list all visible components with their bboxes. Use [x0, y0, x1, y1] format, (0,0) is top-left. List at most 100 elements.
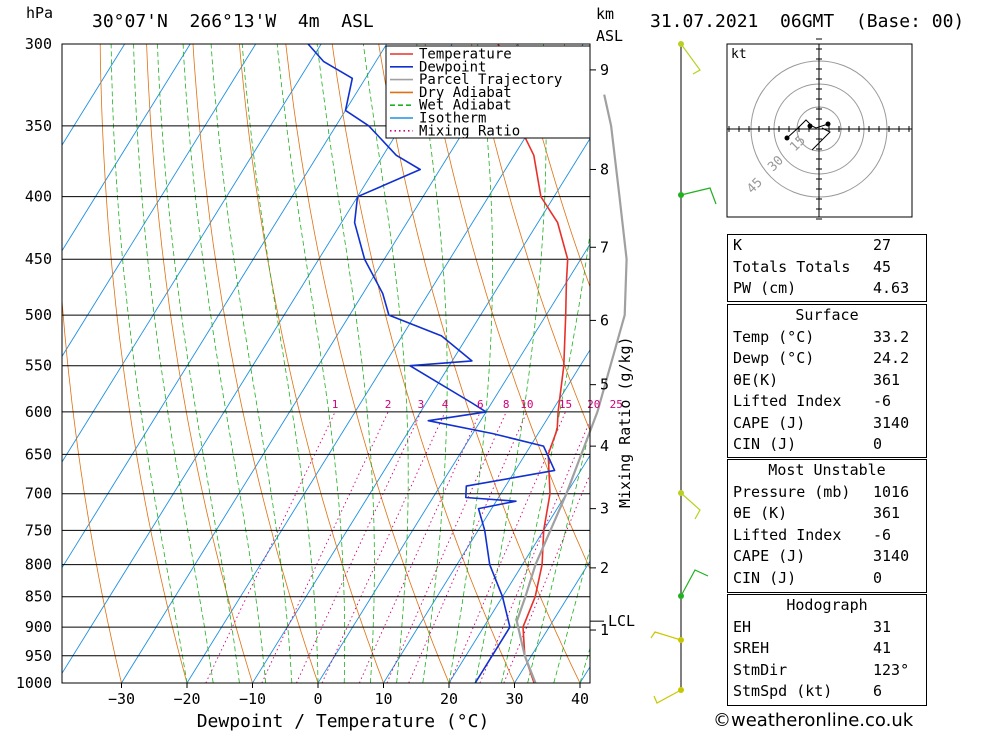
km-tick-label: 3: [600, 500, 609, 518]
km-tick-label: 4: [600, 437, 609, 455]
legend-label: Dewpoint: [419, 59, 486, 75]
legend-label: Wet Adiabat: [419, 98, 512, 114]
mixing-ratio-label: 20: [587, 398, 600, 411]
wind-barb: [680, 492, 701, 520]
x-tick-label: −10: [239, 690, 266, 708]
x-tick-label: −30: [108, 690, 135, 708]
hodo-label: StmSpd (kt): [733, 682, 833, 700]
wet-adiabat-line: [448, 44, 494, 683]
pressure-tick-label: 800: [25, 556, 52, 574]
index-label: PW (cm): [733, 279, 797, 297]
surface-label: CIN (J): [733, 435, 797, 453]
mu-label: Pressure (mb): [733, 482, 851, 501]
mixing-ratio-label: 25: [610, 398, 623, 411]
hodo-value: 41: [873, 639, 892, 657]
mixing-ratio-line: [386, 411, 507, 683]
mixing-ratio-line: [358, 411, 481, 683]
header-asl-label: ASL: [596, 27, 624, 45]
wet-adiabat-line: [316, 44, 375, 683]
pressure-tick-label: 850: [25, 588, 52, 606]
surface-value: 3140: [873, 413, 910, 432]
km-tick-label: 6: [600, 311, 609, 329]
mu-value: 1016: [873, 482, 910, 501]
surface-label: θE(K): [733, 370, 779, 389]
surface-value: 0: [873, 435, 883, 453]
x-tick-label: 10: [374, 690, 392, 708]
isotherm-line: [62, 44, 453, 675]
header-hpa-label: hPa: [26, 4, 54, 22]
hodograph-unit-label: kt: [731, 47, 747, 62]
pressure-tick-label: 900: [25, 618, 52, 636]
isotherm-line: [62, 44, 257, 358]
surface-label: Lifted Index: [733, 392, 842, 410]
index-value: 4.63: [873, 279, 910, 297]
surface-table: Surface Temp (°C) 33.2 Dewp (°C) 24.2 θE(K…: [727, 304, 927, 458]
wet-adiabat-line: [501, 231, 590, 683]
index-row: K 27: [728, 235, 926, 257]
parcel-trajectory-line: [515, 94, 628, 684]
pressure-tick-label: 300: [25, 35, 52, 53]
dry-adiabat-line: [192, 44, 319, 683]
mixing-ratio-label: 15: [559, 398, 572, 411]
pressure-tick-label: 650: [25, 445, 52, 463]
km-tick-label: 8: [600, 160, 609, 178]
mixing-ratio-label: 2: [385, 398, 392, 411]
dry-adiabat-line: [936, 44, 1000, 683]
index-value: 27: [873, 236, 892, 254]
hodo-label: EH: [733, 617, 752, 636]
pressure-tick-label: 400: [25, 188, 52, 206]
surface-value: -6: [873, 392, 892, 410]
mu-value: 0: [873, 568, 883, 587]
surface-label: Temp (°C): [733, 327, 815, 346]
wet-adiabat-line: [416, 44, 448, 683]
legend-label: Isotherm: [419, 111, 486, 127]
x-tick-label: 20: [440, 690, 458, 708]
surface-value: 24.2: [873, 349, 910, 367]
wet-adiabat-line: [553, 547, 590, 683]
hodograph-trace: [786, 119, 829, 139]
pressure-tick-label: 550: [25, 357, 52, 375]
footer-copyright[interactable]: ©weatheronline.co.uk: [713, 710, 914, 731]
wet-adiabat-line: [527, 427, 590, 683]
mixing-ratio-line: [321, 411, 446, 683]
x-tick-label: 0: [313, 690, 322, 708]
mixing-ratio-axis-title: Mixing Ratio (g/kg): [616, 336, 634, 508]
hodograph-point: [807, 123, 813, 129]
header-location: 30°07'N 266°13'W 4m ASL: [92, 11, 374, 32]
hodo-label: SREH: [733, 639, 770, 657]
pressure-tick-label: 1000: [16, 674, 52, 692]
wind-barb: [650, 631, 682, 641]
index-row: Totals Totals 45: [728, 257, 926, 279]
hodograph-storm-motion: [811, 127, 831, 151]
mixing-ratio-label: 1: [332, 398, 339, 411]
km-tick-label: 9: [600, 61, 609, 79]
mixing-ratio-line: [408, 411, 528, 683]
hodo-label: StmDir: [733, 660, 788, 679]
isotherm-line: [383, 349, 590, 683]
mu-value: 361: [873, 504, 901, 522]
mu-value: 3140: [873, 547, 910, 565]
legend-label: Mixing Ratio: [419, 123, 520, 139]
dry-adiabat-line: [62, 294, 122, 683]
dry-adiabat-line: [517, 44, 590, 288]
temperature-line: [497, 43, 569, 684]
mixing-ratio-label: 3: [418, 398, 425, 411]
mixing-ratio-label: 8: [503, 398, 510, 411]
surface-label: CAPE (J): [733, 413, 806, 432]
wet-adiabat-line: [133, 44, 214, 683]
isotherm-line: [252, 137, 590, 683]
isotherm-line: [62, 44, 388, 569]
surface-value: 33.2: [873, 327, 910, 346]
legend-label: Temperature: [419, 47, 512, 63]
pressure-tick-label: 450: [25, 250, 52, 268]
isotherm-line: [317, 243, 590, 683]
dry-adiabat-line: [99, 44, 188, 683]
pressure-tick-label: 700: [25, 485, 52, 503]
wind-barb: [653, 689, 682, 704]
surface-value: 361: [873, 370, 901, 389]
km-tick-label: 5: [600, 376, 609, 394]
wet-adiabat-line: [182, 44, 266, 683]
header-km-label: km: [596, 5, 615, 23]
wet-adiabat-line: [474, 44, 547, 683]
hodo-value: 6: [873, 682, 883, 700]
